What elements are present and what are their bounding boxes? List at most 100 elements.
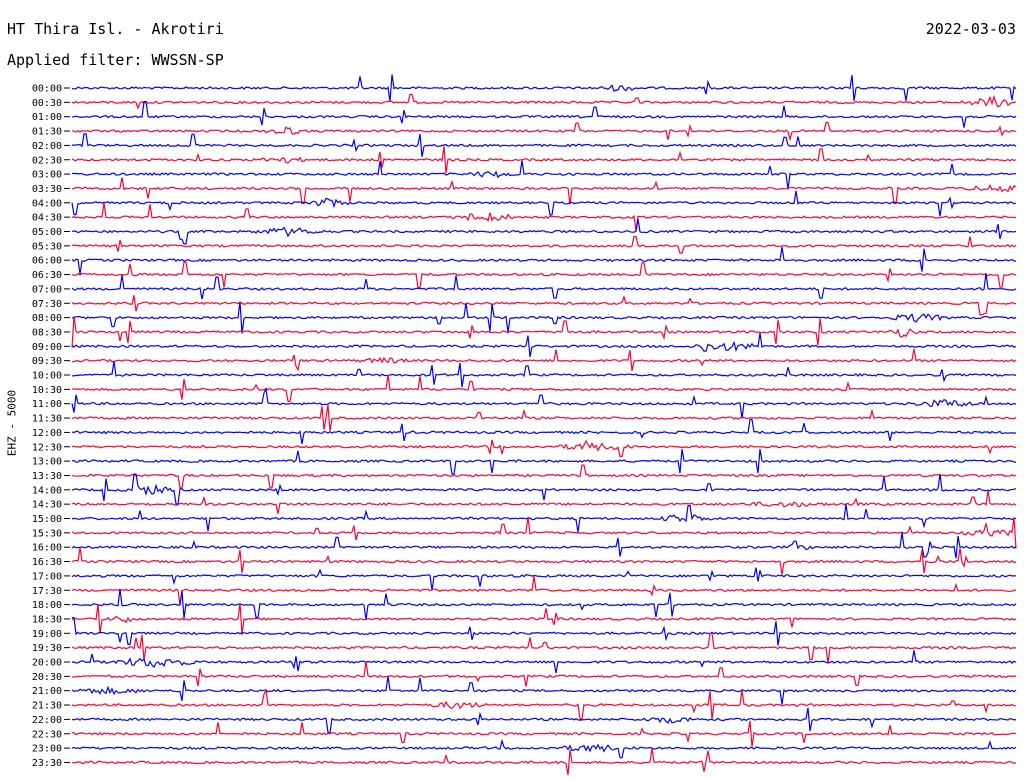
seismic-trace: [71, 177, 1017, 205]
seismic-trace: [71, 439, 1017, 457]
seismic-trace: [71, 720, 1017, 747]
row-time-label: 12:00: [32, 428, 62, 439]
seismic-trace: [71, 202, 1017, 231]
row-time-label: 16:00: [32, 543, 62, 554]
seismic-trace: [71, 576, 1017, 606]
seismic-trace: [72, 616, 1017, 646]
row-time-label: 20:00: [32, 658, 62, 669]
seismic-trace: [71, 348, 1017, 372]
row-time-label: 03:00: [32, 170, 62, 181]
seismic-trace: [71, 588, 1017, 620]
row-time-label: 16:30: [32, 557, 62, 568]
seismic-trace: [72, 160, 1017, 190]
row-time-label: 14:30: [32, 500, 62, 511]
seismic-trace: [72, 100, 1017, 128]
row-time-label: 05:30: [32, 241, 62, 252]
seismic-trace: [71, 190, 1017, 217]
row-time-label: 06:00: [32, 256, 62, 267]
seismic-trace: [71, 295, 1017, 316]
seismic-trace: [71, 602, 1017, 635]
seismic-trace: [71, 676, 1017, 705]
seismic-trace: [71, 490, 1017, 514]
seismic-trace: [71, 418, 1017, 445]
row-time-label: 11:00: [32, 399, 62, 410]
seismic-trace: [71, 738, 1017, 759]
row-time-label: 02:00: [32, 141, 62, 152]
station-title: HT Thira Isl. - Akrotiri: [7, 20, 224, 38]
row-time-label: 21:30: [32, 701, 62, 712]
seismic-trace: [71, 748, 1017, 776]
row-time-label: 00:00: [32, 84, 62, 95]
seismic-trace: [71, 504, 1017, 533]
row-time-label: 13:00: [32, 457, 62, 468]
seismic-trace: [71, 93, 1017, 110]
seismic-trace: [71, 236, 1017, 254]
row-time-label: 04:30: [32, 213, 62, 224]
seismic-trace: [71, 219, 1017, 245]
row-time-label: 19:30: [32, 643, 62, 654]
row-time-label: 02:30: [32, 155, 62, 166]
row-time-label: 10:30: [32, 385, 62, 396]
row-time-label: 14:00: [32, 485, 62, 496]
row-time-label: 18:00: [32, 600, 62, 611]
row-time-label: 22:30: [32, 729, 62, 740]
seismic-trace: [71, 316, 1017, 348]
seismic-trace: [71, 374, 1017, 402]
seismic-trace: [71, 74, 1017, 102]
seismic-trace: [71, 273, 1017, 300]
seismic-trace: [71, 261, 1017, 289]
seismic-trace: [71, 464, 1017, 489]
row-time-label: 17:00: [32, 571, 62, 582]
row-time-label: 07:30: [32, 299, 62, 310]
row-time-label: 22:00: [32, 715, 62, 726]
row-time-label: 20:30: [32, 672, 62, 683]
seismic-trace: [71, 567, 1017, 591]
date-label: 2022-03-03: [925, 20, 1016, 38]
seismic-trace: [71, 661, 1016, 687]
trace-group: 00:00 00:30 01:00 01:30 02:00 02:30 03:00 03:30…: [32, 74, 1017, 776]
filter-label: Applied filter: WWSSN-SP: [7, 51, 224, 69]
seismic-trace: [71, 688, 1017, 720]
seismic-trace: [71, 246, 1017, 275]
row-time-label: 09:00: [32, 342, 62, 353]
row-time-label: 03:30: [32, 184, 62, 195]
seismic-trace: [71, 332, 1017, 358]
row-time-label: 23:00: [32, 744, 62, 755]
seismic-trace: [71, 547, 1017, 575]
seismic-trace: [71, 360, 1017, 388]
row-time-label: 21:00: [32, 686, 62, 697]
row-time-label: 06:30: [32, 270, 62, 281]
row-time-label: 04:00: [32, 198, 62, 209]
seismic-trace: [71, 517, 1017, 549]
row-time-label: 12:30: [32, 442, 62, 453]
seismic-trace: [71, 386, 1017, 419]
row-time-label: 17:30: [32, 586, 62, 597]
seismic-trace: [71, 146, 1017, 174]
row-time-label: 07:00: [32, 284, 62, 295]
seismic-trace: [71, 473, 1017, 505]
seismic-trace: [71, 448, 1017, 475]
row-time-label: 13:30: [32, 471, 62, 482]
seismic-trace: [71, 632, 1016, 664]
row-time-label: 01:30: [32, 127, 62, 138]
row-time-label: 10:00: [32, 371, 62, 382]
seismic-trace: [71, 532, 1017, 559]
row-time-label: 15:00: [32, 514, 62, 525]
row-time-label: 09:30: [32, 356, 62, 367]
row-time-label: 23:30: [32, 758, 62, 769]
row-time-label: 19:00: [32, 629, 62, 640]
seismic-trace: [71, 707, 1017, 734]
row-time-label: 01:00: [32, 112, 62, 123]
row-time-label: 00:30: [32, 98, 62, 109]
row-time-label: 08:30: [32, 327, 62, 338]
seismic-trace: [71, 133, 1017, 157]
row-time-label: 15:30: [32, 528, 62, 539]
row-time-label: 18:30: [32, 614, 62, 625]
seismic-trace: [71, 404, 1017, 432]
seismic-trace: [71, 301, 1017, 334]
row-time-label: 08:00: [32, 313, 62, 324]
row-time-label: 05:00: [32, 227, 62, 238]
seismic-trace: [71, 121, 1016, 142]
row-time-label: 11:30: [32, 414, 62, 425]
